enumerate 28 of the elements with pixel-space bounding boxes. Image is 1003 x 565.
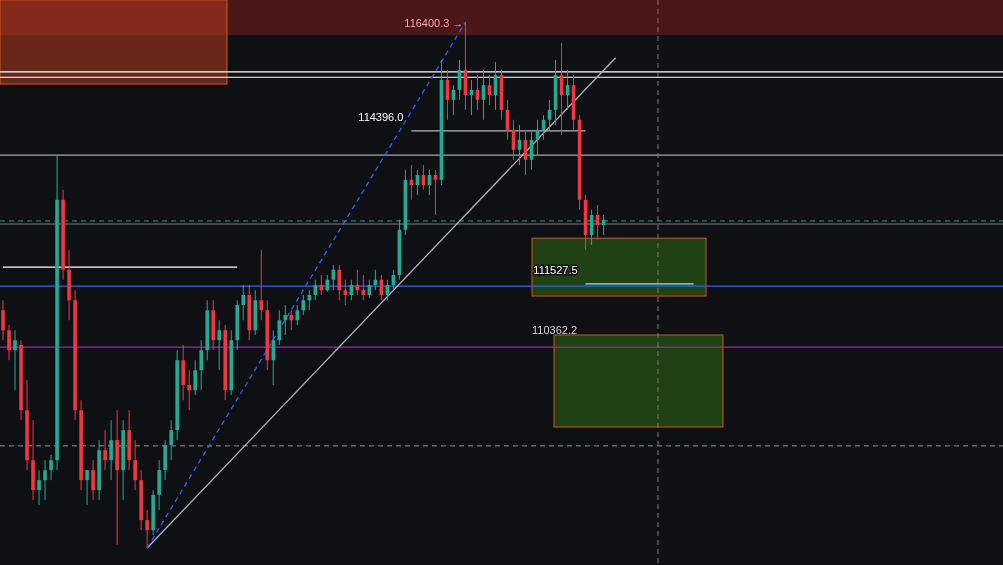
band-label: 110362.2 bbox=[532, 323, 578, 336]
candlestick bbox=[85, 469, 89, 506]
candlestick bbox=[259, 249, 264, 321]
candlestick bbox=[187, 369, 191, 411]
candlestick bbox=[37, 469, 41, 506]
candlestick bbox=[217, 319, 222, 371]
candlestick bbox=[103, 429, 107, 471]
candlestick bbox=[13, 329, 17, 391]
series-label: 116400.3 → bbox=[404, 17, 464, 29]
candlestick bbox=[1, 299, 5, 341]
candlestick bbox=[295, 304, 300, 326]
candlestick bbox=[193, 359, 197, 396]
candlestick bbox=[271, 329, 276, 386]
candlestick bbox=[199, 339, 203, 391]
candlestick bbox=[241, 284, 246, 321]
candlestick bbox=[49, 454, 53, 481]
candlestick bbox=[169, 419, 173, 461]
candlestick bbox=[283, 304, 288, 336]
candlestick bbox=[289, 309, 294, 331]
series-label: 111527.5 bbox=[533, 263, 578, 276]
candlestick bbox=[277, 309, 282, 346]
candlestick bbox=[109, 419, 113, 481]
candlestick bbox=[43, 459, 47, 501]
candlestick bbox=[145, 509, 149, 549]
candlestick bbox=[91, 459, 95, 501]
series-label: 114396.0 bbox=[358, 110, 404, 123]
candlestick bbox=[7, 324, 11, 361]
candlestick bbox=[133, 439, 137, 491]
